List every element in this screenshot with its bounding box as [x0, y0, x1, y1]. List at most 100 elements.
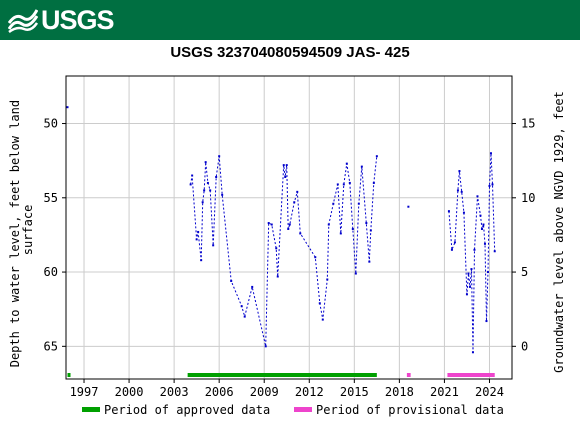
x-tick-label: 2018 — [385, 385, 414, 399]
x-tick-label: 2024 — [475, 385, 504, 399]
grid — [66, 76, 512, 379]
data-point — [209, 189, 212, 192]
x-tick-label: 2021 — [430, 385, 459, 399]
data-point — [357, 202, 360, 205]
data-point — [486, 271, 489, 274]
data-point — [321, 318, 324, 321]
data-point — [462, 211, 465, 214]
data-point — [282, 164, 285, 167]
data-point — [480, 227, 483, 230]
provisional-period-bar — [447, 373, 495, 377]
data-point — [326, 278, 329, 281]
usgs-logo-text: USGS — [41, 4, 115, 35]
series-lines — [190, 153, 496, 353]
data-point — [453, 241, 456, 244]
y-axis-left-label: Depth to water level, feet below land su… — [8, 93, 35, 368]
y-tick-label-right: 0 — [521, 339, 528, 353]
y-axis-right-label: Groundwater level above NGVD 1929, feet — [552, 91, 566, 373]
data-point — [332, 202, 335, 205]
data-point — [251, 285, 254, 288]
legend-swatch-approved — [82, 407, 100, 412]
data-point — [482, 223, 485, 226]
data-point — [365, 222, 368, 225]
data-point — [456, 189, 459, 192]
data-point — [206, 181, 209, 184]
data-point — [230, 279, 233, 282]
data-point — [66, 106, 69, 109]
approved-period-bar — [67, 373, 71, 377]
period-bars — [67, 373, 495, 377]
x-tick-label: 2015 — [340, 385, 369, 399]
data-point — [372, 181, 375, 184]
data-point — [447, 210, 450, 213]
data-point — [458, 170, 461, 173]
data-point — [351, 227, 354, 230]
y-tick-label-right: 10 — [521, 191, 535, 205]
data-point — [201, 201, 204, 204]
data-point — [195, 238, 198, 241]
x-tick-label: 2012 — [295, 385, 324, 399]
data-point — [473, 248, 476, 251]
y-axis-left-ticks: 50 55 60 65 — [44, 117, 66, 353]
data-point — [468, 285, 471, 288]
data-point — [212, 244, 215, 247]
data-point — [489, 152, 492, 155]
legend-label-approved: Period of approved data — [104, 403, 270, 417]
data-point — [293, 201, 296, 204]
data-point — [471, 351, 474, 354]
usgs-logo[interactable]: USGS — [8, 4, 115, 35]
y-axis-left-label-line-2: surface — [21, 205, 35, 256]
data-point — [275, 247, 278, 250]
legend-label-provisional: Period of provisional data — [316, 403, 504, 417]
data-point — [488, 184, 491, 187]
data-point — [407, 205, 410, 208]
data-point — [299, 232, 302, 235]
data-point — [215, 176, 218, 178]
plot-frame — [65, 75, 513, 380]
data-point — [203, 189, 206, 192]
data-point — [276, 275, 279, 278]
x-tick-label: 2009 — [250, 385, 279, 399]
legend-swatch-provisional — [294, 407, 312, 412]
data-point — [314, 256, 317, 259]
y-tick-label-left: 65 — [44, 339, 58, 353]
series-line — [190, 156, 378, 347]
x-tick-label: 1997 — [70, 385, 99, 399]
data-point — [270, 223, 273, 226]
data-point — [287, 227, 290, 230]
data-point — [200, 259, 203, 262]
x-tick-label: 2006 — [205, 385, 234, 399]
y-tick-label-right: 5 — [521, 265, 528, 279]
provisional-period-bar — [406, 373, 411, 377]
data-point — [318, 302, 321, 305]
y-tick-label-left: 55 — [44, 191, 58, 205]
data-point — [243, 315, 246, 318]
data-point — [204, 161, 207, 164]
data-point — [191, 174, 194, 177]
legend: Period of approved data Period of provisi… — [82, 403, 504, 417]
data-point — [264, 345, 267, 348]
y-tick-label-left: 50 — [44, 117, 58, 131]
y-tick-label-right: 15 — [521, 117, 535, 131]
data-point — [479, 214, 482, 217]
data-point — [267, 222, 270, 225]
x-axis-ticks: 1997 2000 2003 2006 2009 2012 2015 2018 2021 2024 — [70, 379, 504, 399]
approved-period-bar — [187, 373, 377, 377]
data-point — [493, 250, 496, 253]
data-point — [360, 165, 363, 168]
x-tick-label: 2003 — [160, 385, 189, 399]
data-point — [345, 162, 348, 165]
data-point — [465, 293, 468, 296]
data-point — [491, 183, 494, 186]
data-point — [369, 229, 372, 232]
data-point — [470, 268, 473, 271]
y-axis-left-label-line-1: Depth to water level, feet below land — [8, 100, 22, 367]
data-point — [336, 183, 339, 186]
data-point — [296, 190, 299, 193]
data-point — [375, 155, 378, 158]
data-point — [476, 195, 479, 198]
data-point — [197, 230, 200, 233]
data-point — [460, 190, 463, 193]
usgs-banner: USGS — [0, 0, 580, 40]
x-tick-label: 2000 — [115, 385, 144, 399]
